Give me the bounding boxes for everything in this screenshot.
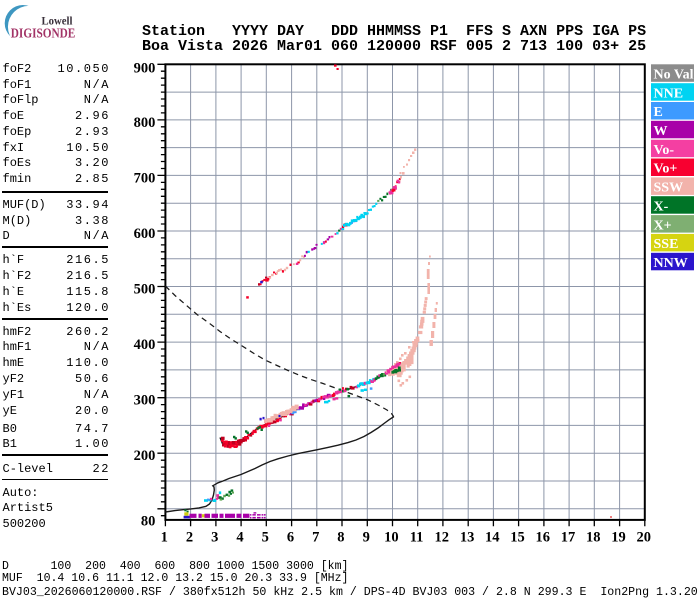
svg-text:E: E (654, 105, 663, 120)
svg-text:900: 900 (134, 60, 156, 76)
svg-text:5: 5 (262, 530, 269, 546)
svg-text:400: 400 (134, 337, 156, 353)
svg-text:2: 2 (186, 530, 193, 546)
svg-text:700: 700 (134, 170, 156, 186)
svg-text:13: 13 (460, 530, 475, 546)
svg-text:4: 4 (236, 530, 243, 546)
svg-text:X-: X- (654, 199, 669, 214)
svg-text:SSE: SSE (654, 237, 679, 252)
svg-text:DIGISONDE: DIGISONDE (11, 27, 76, 42)
svg-text:80: 80 (141, 514, 156, 530)
svg-text:500: 500 (134, 282, 156, 298)
svg-text:X+: X+ (654, 218, 672, 233)
svg-text:14: 14 (485, 530, 500, 546)
svg-text:Vo+: Vo+ (654, 162, 678, 177)
svg-text:Vo-: Vo- (654, 143, 675, 158)
svg-text:16: 16 (536, 530, 551, 546)
svg-text:300: 300 (134, 393, 156, 409)
svg-text:200: 200 (134, 448, 156, 464)
svg-text:10: 10 (384, 530, 399, 546)
svg-text:6: 6 (287, 530, 294, 546)
svg-text:NNE: NNE (654, 86, 684, 101)
svg-text:800: 800 (134, 115, 156, 131)
svg-text:SSW: SSW (654, 181, 684, 196)
svg-text:9: 9 (363, 530, 370, 546)
svg-text:20: 20 (636, 530, 651, 546)
svg-text:18: 18 (586, 530, 601, 546)
svg-text:15: 15 (510, 530, 525, 546)
svg-text:W: W (654, 124, 668, 139)
svg-text:17: 17 (561, 530, 576, 546)
svg-text:12: 12 (435, 530, 450, 546)
svg-text:600: 600 (134, 226, 156, 242)
svg-text:No Val: No Val (654, 68, 694, 83)
svg-text:19: 19 (611, 530, 626, 546)
svg-text:1: 1 (161, 530, 168, 546)
svg-text:Lowell: Lowell (42, 13, 74, 27)
svg-text:3: 3 (211, 530, 218, 546)
svg-text:11: 11 (410, 530, 424, 546)
svg-text:NNW: NNW (654, 256, 688, 271)
svg-text:8: 8 (337, 530, 344, 546)
svg-text:7: 7 (312, 530, 319, 546)
